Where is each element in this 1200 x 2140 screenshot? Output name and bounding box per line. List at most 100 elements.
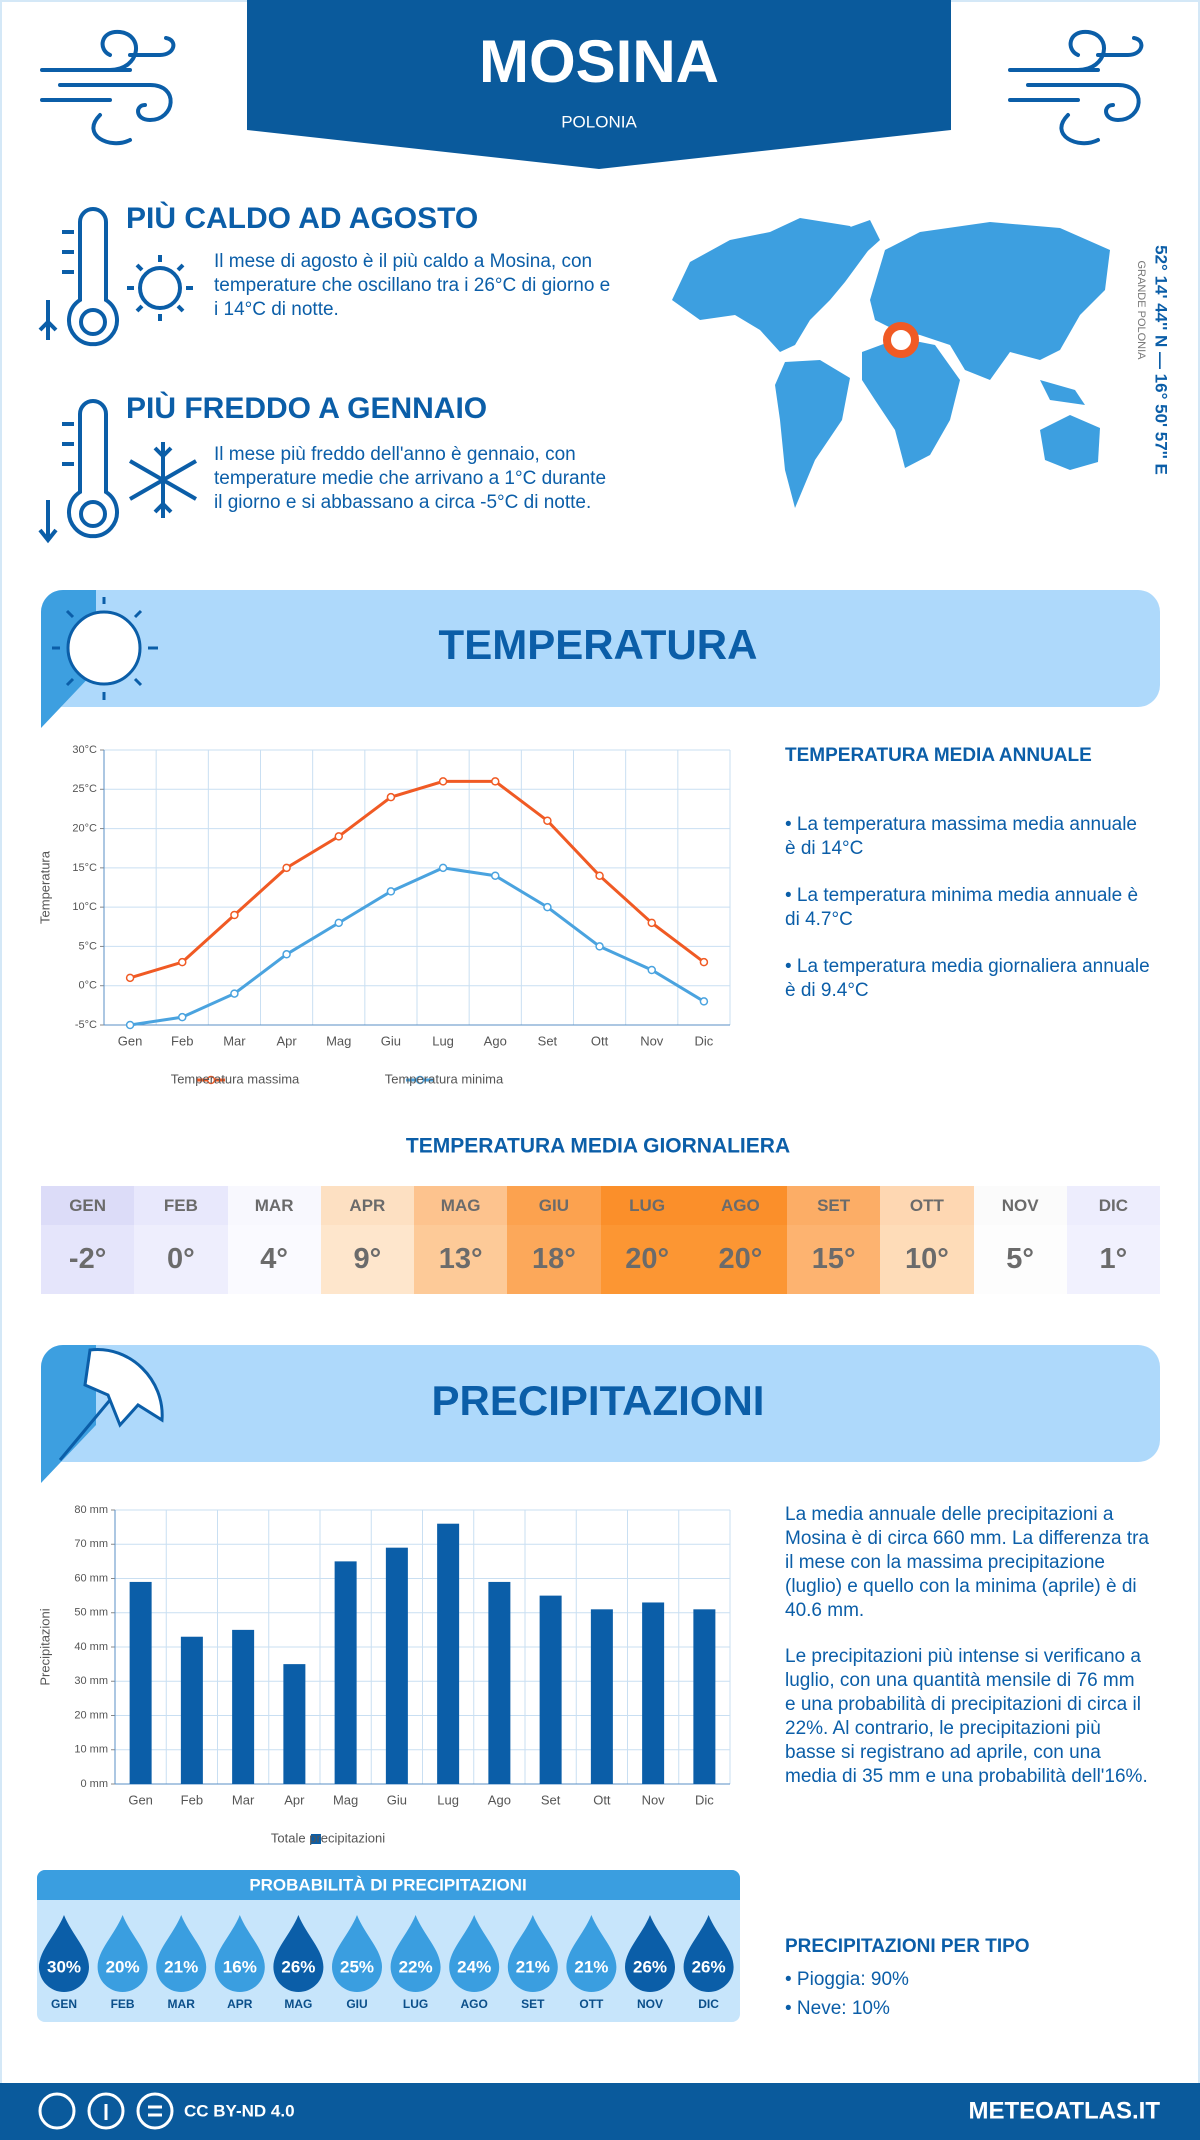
- month-header: AGO: [693, 1186, 787, 1225]
- point: [543, 902, 552, 912]
- sun-icon: [52, 597, 158, 700]
- x-tick-label: Gen: [128, 1792, 153, 1807]
- highlight-text: Il mese di agosto è il più caldo a Mosin…: [214, 251, 611, 320]
- legend-point: [415, 1075, 425, 1085]
- drop-month: APR: [227, 1997, 253, 2011]
- y-tick-label: 30°C: [72, 744, 97, 756]
- bar: [642, 1602, 665, 1784]
- y-tick-label: 20 mm: [74, 1709, 108, 1721]
- type-title: PRECIPITAZIONI PER TIPO: [785, 1936, 1030, 1957]
- month-header: NOV: [973, 1186, 1067, 1225]
- bar: [437, 1523, 460, 1784]
- month-value: 1°: [1066, 1225, 1160, 1294]
- point: [491, 871, 500, 880]
- bar: [129, 1581, 152, 1784]
- point: [334, 918, 343, 928]
- daily-title: TEMPERATURA MEDIA GIORNALIERA: [406, 1135, 790, 1158]
- point: [230, 989, 239, 998]
- month-value: 20°: [600, 1225, 694, 1294]
- point: [595, 871, 604, 880]
- point: [125, 1020, 135, 1030]
- drop: [449, 1915, 500, 1992]
- drop-month: GIU: [346, 1997, 367, 2011]
- x-tick-label: Apr: [276, 1033, 297, 1048]
- x-tick-label: Mar: [223, 1033, 246, 1048]
- highlight-text: Il mese più freddo dell'anno è gennaio, …: [214, 444, 607, 513]
- drop-month: GEN: [51, 1997, 77, 2011]
- point: [647, 918, 656, 928]
- point: [178, 1012, 187, 1022]
- y-tick-label: 80 mm: [74, 1504, 108, 1516]
- drop-value: 20%: [106, 1957, 140, 1976]
- bar: [232, 1629, 255, 1784]
- section-title: PRECIPITAZIONI: [432, 1377, 765, 1424]
- y-tick-label: -5°C: [75, 1019, 97, 1031]
- legend-label: Temperatura massima: [171, 1071, 300, 1086]
- cold-icon: [38, 399, 197, 544]
- x-tick-label: Nov: [640, 1033, 664, 1048]
- x-tick-label: Feb: [171, 1033, 193, 1048]
- highlight-title: PIÙ CALDO AD AGOSTO: [126, 202, 479, 235]
- bar: [693, 1609, 716, 1784]
- country: POLONIA: [561, 112, 637, 131]
- type-item: • Pioggia: 90%: [785, 1969, 909, 1990]
- x-tick-label: Apr: [284, 1792, 305, 1807]
- drop-month: AGO: [461, 1997, 488, 2011]
- y-tick-label: 50 mm: [74, 1607, 108, 1619]
- month-header: MAG: [414, 1186, 508, 1225]
- drop-value: 26%: [692, 1957, 726, 1976]
- month-value: 4°: [227, 1225, 321, 1294]
- point: [282, 863, 291, 873]
- drop: [390, 1915, 441, 1992]
- month-value: 13°: [414, 1225, 508, 1294]
- bar: [180, 1636, 203, 1784]
- drop-month: SET: [521, 1997, 545, 2011]
- drop-value: 21%: [574, 1957, 608, 1976]
- point: [438, 777, 448, 786]
- drop: [39, 1915, 89, 1992]
- month-value: 20°: [693, 1225, 787, 1294]
- legend-label: Temperatura minima: [385, 1071, 504, 1086]
- x-tick-label: Gen: [118, 1033, 143, 1048]
- x-tick-label: Mag: [326, 1033, 351, 1048]
- point: [178, 957, 187, 967]
- bar: [539, 1595, 562, 1784]
- bullet: • La temperatura massima media annuale è…: [785, 814, 1138, 859]
- bar: [385, 1547, 408, 1784]
- x-tick-label: Lug: [432, 1033, 454, 1048]
- precip-banner-corner: [41, 1345, 96, 1483]
- section-title: TEMPERATURA: [439, 621, 758, 668]
- x-tick-label: Dic: [695, 1792, 714, 1807]
- y-tick-label: 15°C: [72, 862, 97, 874]
- point: [438, 863, 448, 873]
- month-header: FEB: [134, 1186, 228, 1225]
- month-header: SET: [787, 1186, 881, 1225]
- month-value: 0°: [134, 1225, 228, 1294]
- line: [129, 866, 705, 1027]
- x-tick-label: Giu: [387, 1792, 407, 1807]
- precip-text: La media annuale delle precipitazioni a …: [785, 1504, 1149, 1621]
- drop-value: 26%: [633, 1957, 667, 1976]
- region: GRANDE POLONIA: [1135, 260, 1147, 360]
- month-value: 18°: [507, 1225, 601, 1294]
- type-item: • Neve: 10%: [785, 1998, 890, 2019]
- drop: [97, 1915, 148, 1993]
- probability-box: [37, 1870, 740, 2022]
- point: [125, 973, 135, 983]
- x-tick-label: Giu: [381, 1033, 401, 1048]
- point: [282, 950, 291, 959]
- month-value: 5°: [973, 1225, 1067, 1294]
- x-tick-label: Set: [541, 1792, 561, 1807]
- y-tick-label: 70 mm: [74, 1538, 108, 1550]
- umbrella-icon: [58, 1348, 164, 1461]
- y-tick-label: 30 mm: [74, 1675, 108, 1687]
- month-header: OTT: [880, 1186, 974, 1225]
- x-tick-label: Nov: [642, 1792, 666, 1807]
- site: METEOATLAS.IT: [968, 2097, 1160, 2124]
- drop-month: NOV: [637, 1997, 663, 2011]
- drop: [156, 1915, 207, 1992]
- summary-title: TEMPERATURA MEDIA ANNUALE: [785, 745, 1092, 766]
- header-banner: [247, 0, 951, 169]
